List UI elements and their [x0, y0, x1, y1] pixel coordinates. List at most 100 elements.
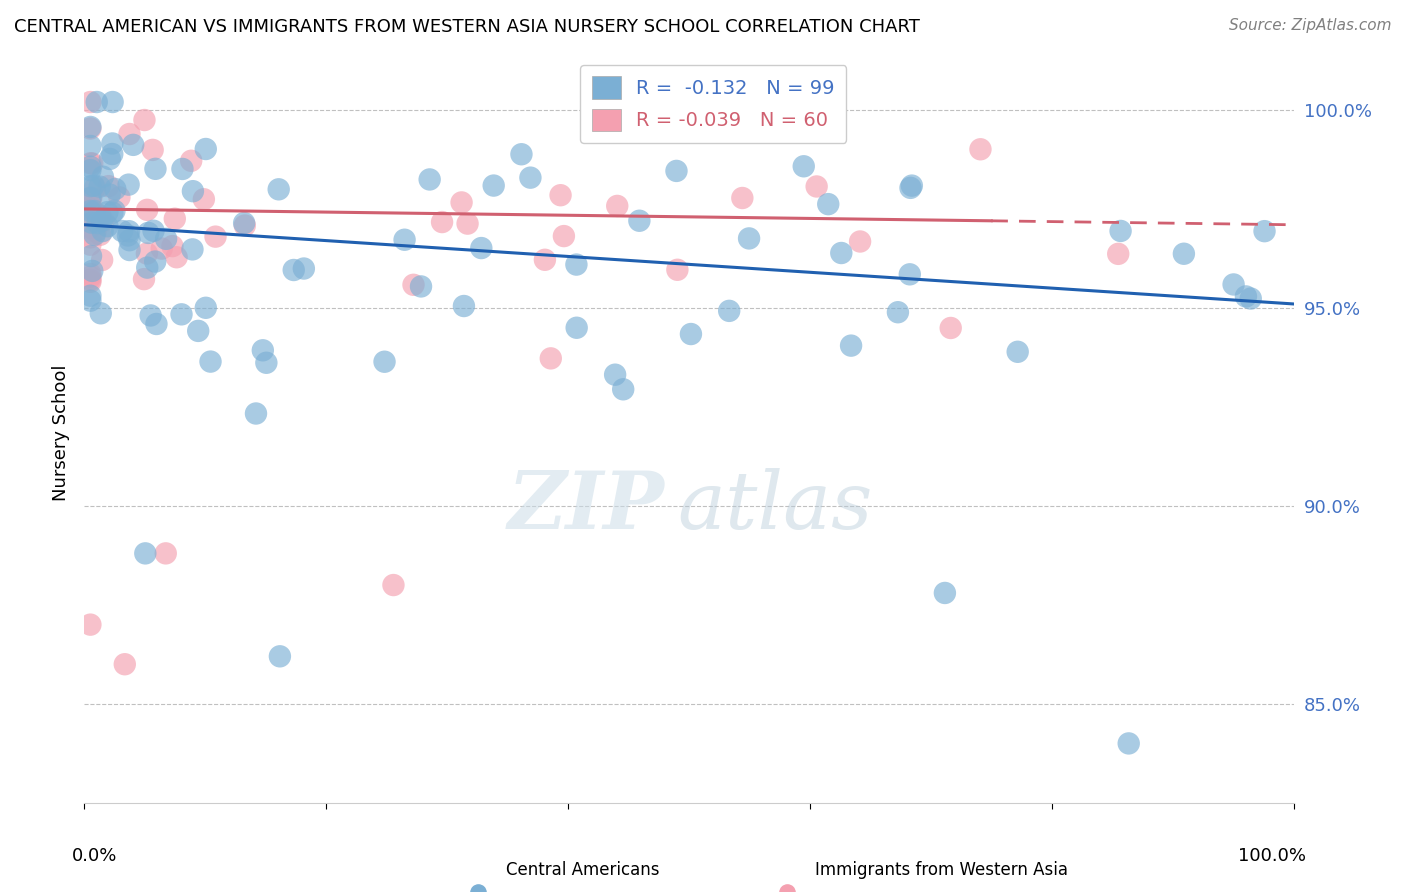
Point: [86, 216, 108, 230]
Point: [666, 262, 689, 277]
Point: [117, 228, 139, 243]
Point: [267, 182, 290, 196]
Point: [101, 95, 124, 109]
Point: [430, 215, 453, 229]
Point: [80, 190, 103, 204]
Point: [96, 205, 118, 219]
Point: [96, 219, 118, 234]
Point: [84, 224, 107, 238]
Point: [118, 233, 141, 247]
Text: CENTRAL AMERICAN VS IMMIGRANTS FROM WESTERN ASIA NURSERY SCHOOL CORRELATION CHAR: CENTRAL AMERICAN VS IMMIGRANTS FROM WEST…: [14, 18, 920, 36]
Point: [82, 156, 104, 170]
Legend: R =  -0.132   N = 99, R = -0.039   N = 60: R = -0.132 N = 99, R = -0.039 N = 60: [579, 65, 846, 143]
Text: Immigrants from Western Asia: Immigrants from Western Asia: [815, 861, 1069, 879]
Point: [172, 161, 194, 176]
Point: [83, 204, 105, 219]
Point: [89, 179, 111, 194]
Point: [122, 137, 145, 152]
Point: [79, 202, 101, 217]
Point: [382, 578, 405, 592]
Point: [79, 203, 101, 218]
Point: [114, 657, 136, 672]
Point: [204, 229, 226, 244]
Point: [136, 202, 159, 217]
Point: [394, 233, 416, 247]
Point: [233, 216, 256, 230]
Point: [118, 243, 141, 257]
Point: [79, 237, 101, 252]
Point: [200, 354, 222, 368]
Point: [254, 356, 277, 370]
Point: [111, 224, 134, 238]
Point: [373, 355, 395, 369]
Point: [142, 143, 165, 157]
Point: [565, 320, 588, 334]
Point: [409, 279, 432, 293]
Point: [142, 224, 165, 238]
Point: [79, 199, 101, 213]
Point: [1222, 277, 1244, 292]
Point: [98, 152, 121, 166]
Point: [79, 191, 101, 205]
Point: [181, 243, 204, 257]
Point: [470, 241, 492, 255]
Text: atlas: atlas: [676, 468, 872, 545]
Point: [665, 164, 688, 178]
Point: [245, 407, 267, 421]
Point: [79, 293, 101, 308]
Point: [419, 172, 441, 186]
Point: [510, 147, 533, 161]
Point: [117, 178, 139, 192]
Point: [187, 324, 209, 338]
Point: [104, 182, 127, 196]
Point: [82, 264, 104, 278]
Point: [939, 321, 962, 335]
Point: [134, 113, 156, 128]
Point: [79, 617, 101, 632]
Point: [1253, 224, 1275, 238]
Point: [180, 153, 202, 168]
Point: [79, 213, 101, 227]
Point: [134, 546, 156, 560]
Point: [80, 216, 103, 230]
Point: [849, 235, 872, 249]
Point: [155, 546, 177, 560]
Point: [90, 306, 112, 320]
Point: [731, 191, 754, 205]
Point: [90, 214, 112, 228]
Point: [155, 232, 177, 246]
Point: [194, 301, 217, 315]
Point: [84, 181, 107, 195]
Point: [132, 272, 155, 286]
Point: [79, 121, 101, 136]
Point: [534, 252, 557, 267]
Point: [145, 161, 167, 176]
Point: [193, 192, 215, 206]
Point: [80, 249, 103, 263]
Point: [1240, 292, 1263, 306]
Point: [97, 179, 120, 194]
Point: [79, 179, 101, 194]
Point: [612, 382, 634, 396]
Point: [793, 159, 815, 173]
Point: [79, 275, 101, 289]
Text: Source: ZipAtlas.com: Source: ZipAtlas.com: [1229, 18, 1392, 33]
Point: [606, 199, 628, 213]
Point: [83, 178, 105, 193]
Point: [79, 289, 101, 303]
Point: [901, 178, 924, 193]
Point: [887, 305, 910, 319]
Point: [101, 205, 124, 219]
Y-axis label: Nursery School: Nursery School: [52, 364, 70, 501]
Point: [402, 277, 425, 292]
Point: [269, 649, 291, 664]
Point: [79, 273, 101, 287]
Point: [79, 269, 101, 284]
Point: [806, 179, 828, 194]
Point: [118, 224, 141, 238]
Point: [482, 178, 505, 193]
Point: [79, 230, 101, 244]
Point: [93, 214, 115, 228]
Text: 0.0%: 0.0%: [72, 847, 118, 865]
Point: [1007, 344, 1029, 359]
